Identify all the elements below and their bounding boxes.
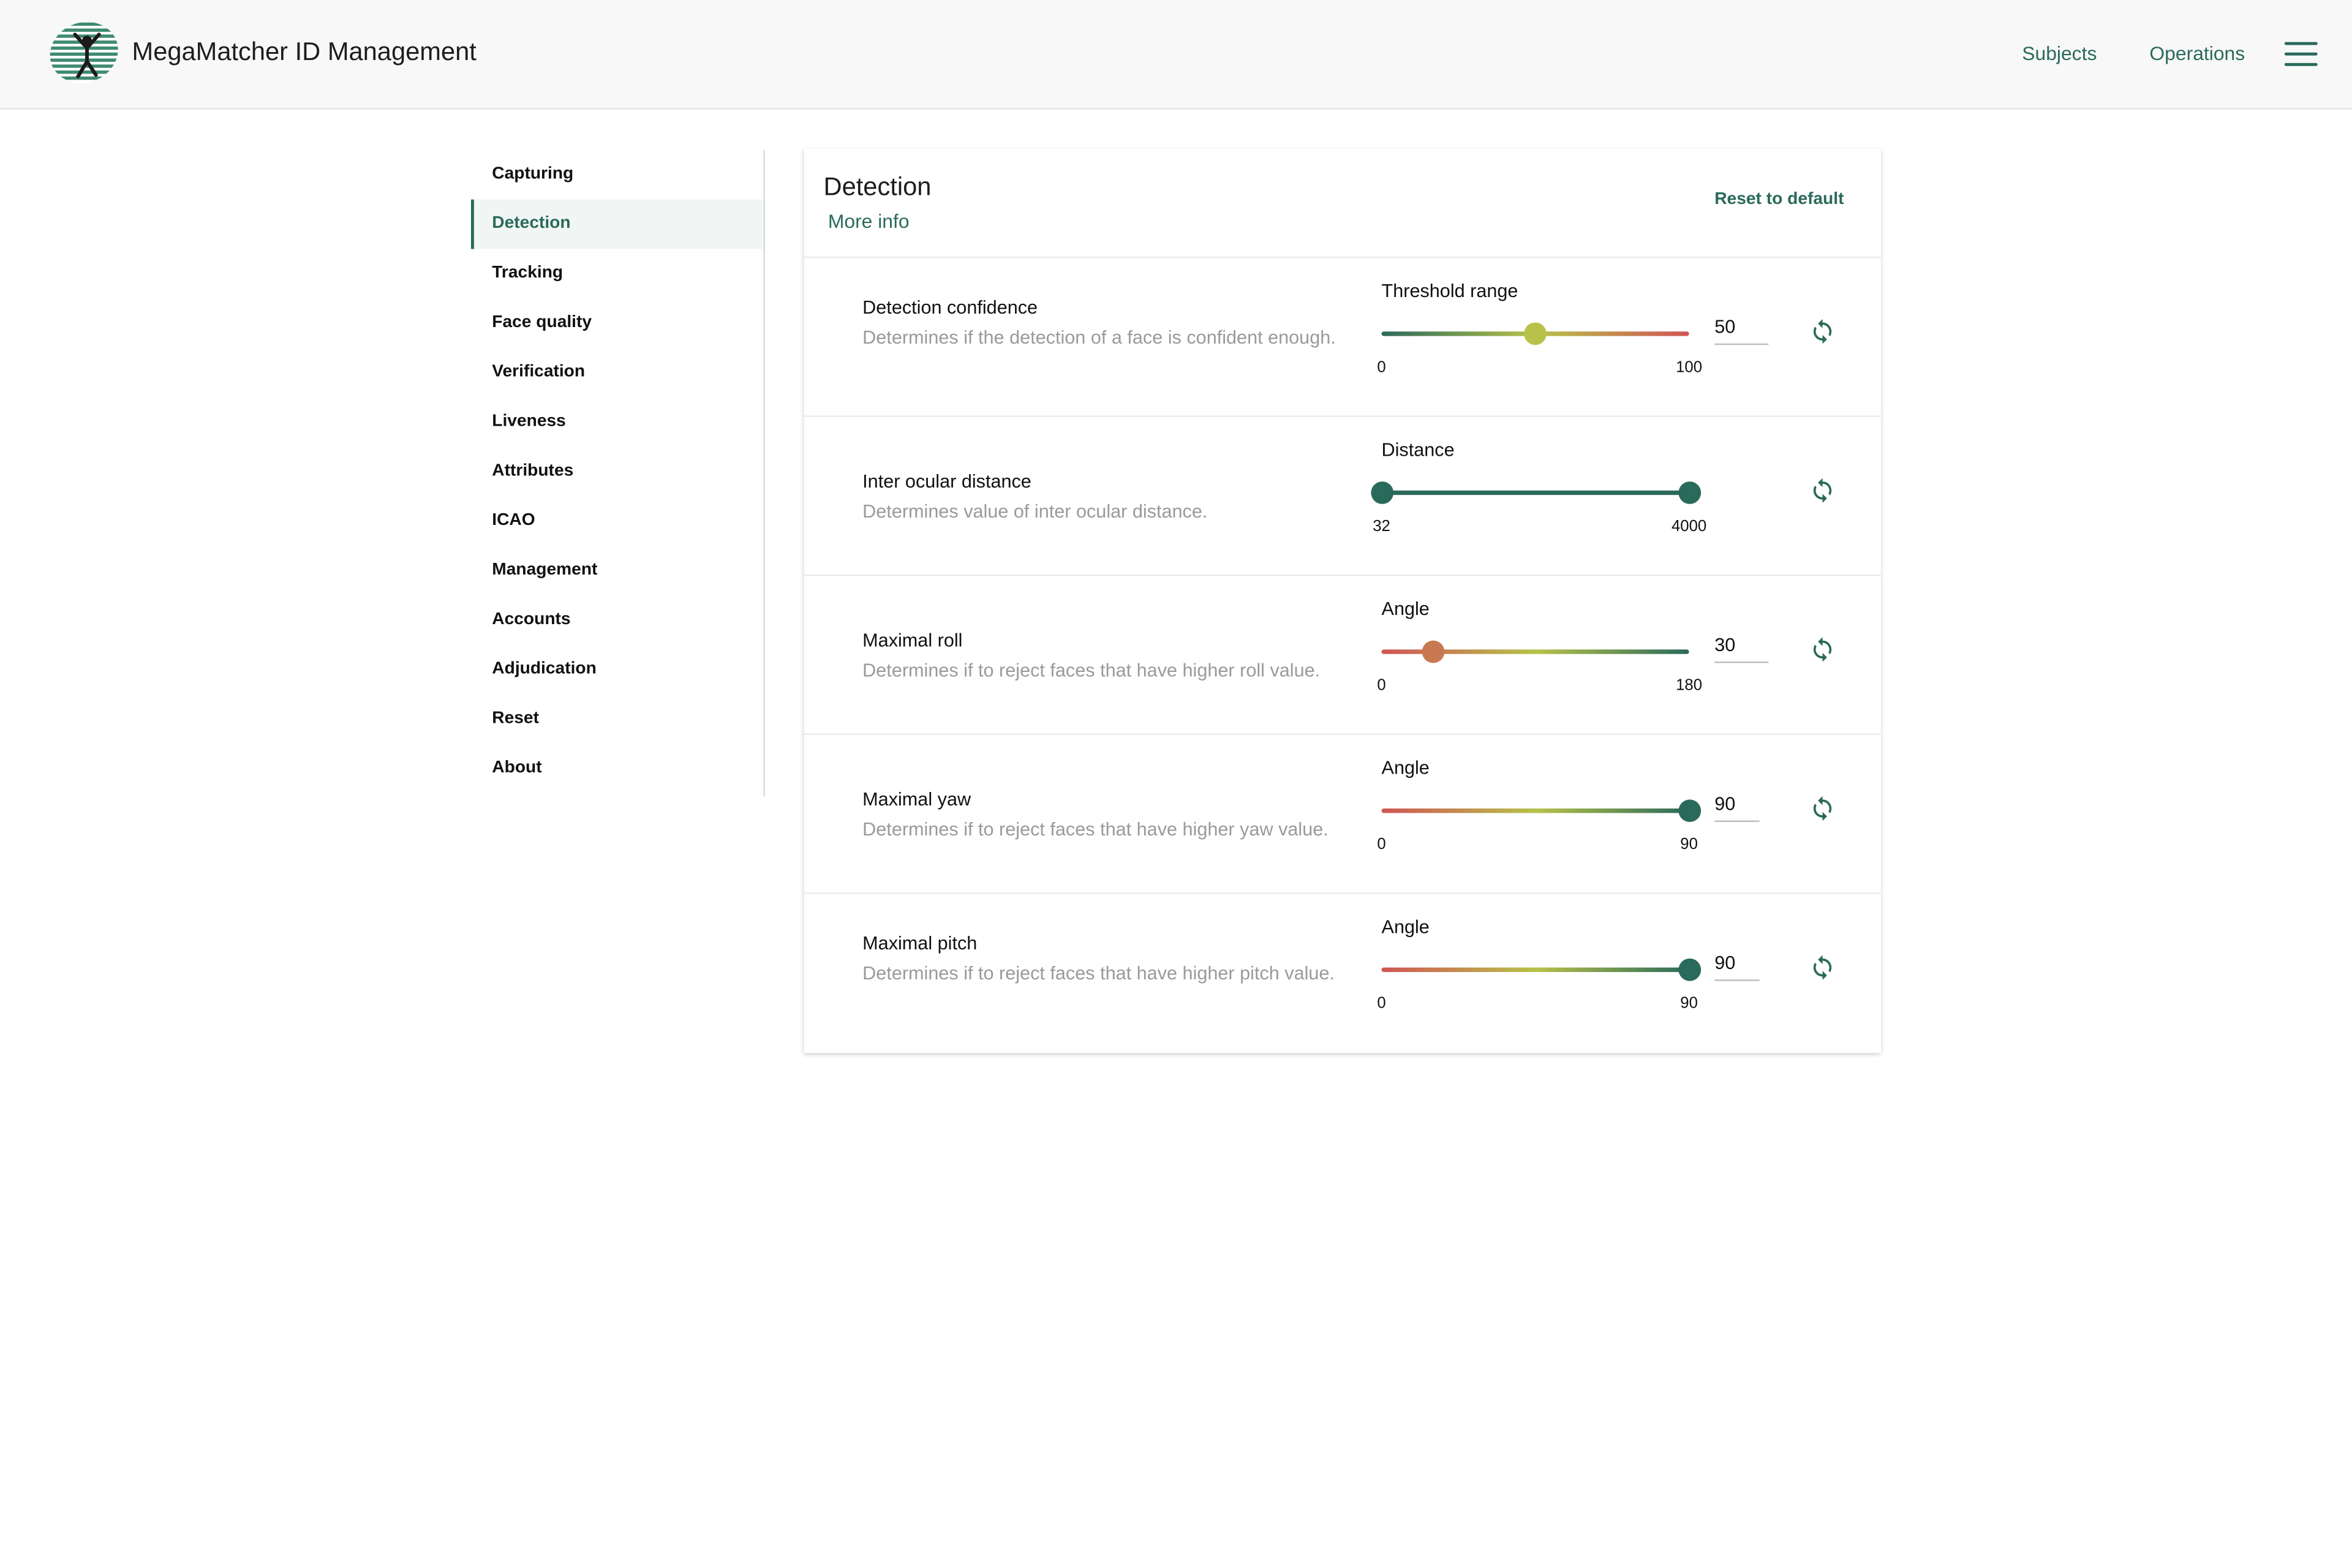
sidebar-item-capturing[interactable]: Capturing [492, 165, 574, 183]
refresh-icon[interactable] [1809, 636, 1836, 663]
slider-min-label: 0 [1377, 358, 1386, 377]
setting-row-detection-confidence: Detection confidence Determines if the d… [804, 256, 1882, 417]
setting-title: Inter ocular distance [862, 470, 1031, 492]
setting-title: Detection confidence [862, 296, 1038, 318]
slider-max-label: 100 [1676, 358, 1703, 377]
panel-title: Detection [823, 172, 932, 202]
slider-track[interactable] [1381, 649, 1689, 654]
sidebar-item-icao[interactable]: ICAO [492, 511, 535, 530]
slider-min-label: 0 [1377, 994, 1386, 1013]
sidebar-item-tracking[interactable]: Tracking [492, 264, 564, 282]
sidebar-item-verification[interactable]: Verification [492, 363, 586, 382]
slider-thumb[interactable] [1678, 958, 1700, 981]
setting-row-maximal-yaw: Maximal yaw Determines if to reject face… [804, 733, 1882, 894]
range-slider-thumb-min[interactable] [1370, 481, 1393, 504]
range-slider-thumb-max[interactable] [1678, 481, 1700, 504]
value-input[interactable] [1714, 787, 1760, 823]
slider-thumb[interactable] [1421, 640, 1444, 663]
slider-max-label: 90 [1680, 835, 1698, 854]
control-label: Angle [1381, 598, 1430, 620]
slider-min-label: 0 [1377, 676, 1386, 695]
slider-track[interactable] [1381, 967, 1689, 972]
setting-description: Determines if to reject faces that have … [862, 660, 1321, 681]
sidebar-item-liveness[interactable]: Liveness [492, 412, 566, 431]
sidebar-item-detection[interactable]: Detection [470, 199, 764, 249]
slider-min-label: 0 [1377, 835, 1386, 854]
sidebar-item-attributes[interactable]: Attributes [492, 462, 574, 480]
app-title: MegaMatcher ID Management [132, 37, 477, 66]
refresh-icon[interactable] [1809, 318, 1836, 345]
slider-thumb[interactable] [1678, 799, 1700, 823]
slider-track[interactable] [1381, 490, 1689, 496]
setting-description: Determines value of inter ocular distanc… [862, 500, 1208, 522]
setting-row-maximal-pitch: Maximal pitch Determines if to reject fa… [804, 892, 1882, 1053]
detection-settings-card: Detection More info Reset to default Det… [804, 148, 1882, 1054]
refresh-icon[interactable] [1809, 477, 1836, 504]
control-label: Threshold range [1381, 280, 1518, 302]
sidebar-item-adjudication[interactable]: Adjudication [492, 660, 597, 678]
nav-subjects[interactable]: Subjects [2022, 42, 2097, 65]
sidebar-item-management[interactable]: Management [492, 560, 598, 579]
sidebar-item-reset[interactable]: Reset [492, 709, 539, 728]
setting-title: Maximal yaw [862, 789, 971, 810]
slider-min-label: 32 [1373, 517, 1390, 536]
setting-title: Maximal roll [862, 630, 963, 651]
slider-max-label: 4000 [1671, 517, 1707, 536]
sidebar-item-accounts[interactable]: Accounts [492, 610, 571, 629]
control-label: Angle [1381, 757, 1430, 779]
refresh-icon[interactable] [1809, 795, 1836, 822]
slider-thumb[interactable] [1524, 322, 1547, 345]
app-header: MegaMatcher ID Management Subjects Opera… [0, 0, 2352, 110]
nav-operations[interactable]: Operations [2149, 42, 2245, 65]
more-info-link[interactable]: More info [827, 209, 910, 233]
setting-description: Determines if to reject faces that have … [862, 963, 1335, 984]
control-label: Distance [1381, 439, 1455, 461]
setting-row-inter-ocular-distance: Inter ocular distance Determines value o… [804, 415, 1882, 576]
value-input[interactable] [1714, 310, 1769, 345]
sidebar-item-face-quality[interactable]: Face quality [492, 313, 592, 332]
sidebar-item-about[interactable]: About [492, 759, 542, 777]
slider-max-label: 90 [1680, 994, 1698, 1013]
setting-row-maximal-roll: Maximal roll Determines if to reject fac… [804, 574, 1882, 735]
reset-to-default-button[interactable]: Reset to default [1714, 190, 1844, 209]
refresh-icon[interactable] [1809, 954, 1836, 981]
megamatcher-logo-icon[interactable] [49, 19, 119, 86]
settings-sidebar: Capturing Detection Tracking Face qualit… [470, 149, 765, 797]
setting-description: Determines if the detection of a face is… [862, 326, 1336, 349]
control-label: Angle [1381, 916, 1430, 938]
value-input[interactable] [1714, 946, 1760, 981]
slider-track[interactable] [1381, 809, 1689, 813]
slider-max-label: 180 [1676, 676, 1703, 695]
hamburger-menu-icon[interactable] [2284, 42, 2318, 66]
setting-description: Determines if to reject faces that have … [862, 819, 1329, 840]
value-input[interactable] [1714, 628, 1769, 663]
setting-title: Maximal pitch [862, 933, 978, 954]
